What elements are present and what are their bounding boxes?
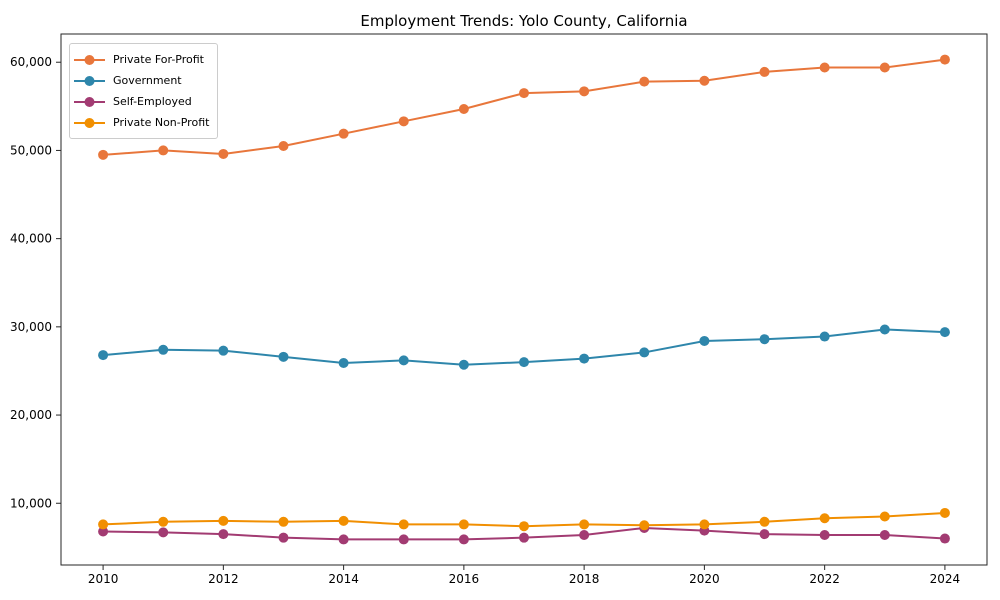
legend-item-private-non-profit: Private Non-Profit — [74, 112, 209, 133]
data-point-marker — [158, 516, 169, 527]
data-point-marker — [458, 519, 469, 530]
x-tick-label: 2018 — [569, 572, 600, 586]
data-point-marker — [338, 358, 349, 369]
data-point-marker — [398, 519, 409, 530]
data-point-marker — [879, 324, 890, 335]
data-point-marker — [218, 515, 229, 526]
y-tick-label: 30,000 — [10, 320, 52, 334]
data-point-marker — [458, 534, 469, 545]
plot-border — [60, 33, 988, 566]
legend-label: Government — [113, 74, 182, 87]
data-point-marker — [939, 327, 950, 338]
data-point-marker — [879, 530, 890, 541]
data-point-marker — [158, 527, 169, 538]
line-marker-icon — [74, 117, 105, 128]
data-point-marker — [519, 521, 529, 532]
data-point-marker — [338, 515, 349, 526]
data-point-marker — [819, 62, 830, 73]
data-point-marker — [759, 516, 770, 527]
chart-title: Employment Trends: Yolo County, Californ… — [360, 12, 688, 30]
data-point-marker — [158, 344, 169, 355]
data-point-marker — [218, 529, 229, 540]
data-point-marker — [939, 507, 950, 518]
data-point-marker — [579, 86, 590, 97]
y-tick-label: 40,000 — [10, 232, 52, 246]
x-tick-label: 2016 — [449, 572, 480, 586]
y-tick-label: 10,000 — [10, 496, 52, 510]
x-tick-label: 2010 — [88, 572, 119, 586]
data-point-marker — [519, 532, 529, 543]
line-marker-icon — [74, 96, 105, 107]
data-point-marker — [98, 149, 109, 160]
data-point-marker — [519, 88, 529, 99]
data-point-marker — [278, 516, 289, 527]
x-tick-label: 2014 — [328, 572, 359, 586]
data-point-marker — [699, 335, 710, 346]
data-point-marker — [879, 511, 890, 522]
x-tick-label: 2012 — [208, 572, 239, 586]
data-point-marker — [639, 76, 650, 87]
data-point-marker — [278, 532, 289, 543]
legend-item-government: Government — [74, 70, 209, 91]
data-point-marker — [519, 357, 529, 368]
x-tick-label: 2024 — [930, 572, 961, 586]
data-point-marker — [458, 359, 469, 370]
data-point-marker — [879, 62, 890, 73]
data-point-marker — [579, 519, 590, 530]
legend-label: Self-Employed — [113, 95, 192, 108]
data-point-marker — [639, 520, 650, 531]
x-tick-label: 2020 — [689, 572, 720, 586]
data-point-marker — [218, 148, 229, 159]
data-point-marker — [819, 331, 830, 342]
data-point-marker — [819, 530, 830, 541]
data-point-marker — [338, 534, 349, 545]
legend-label: Private For-Profit — [113, 53, 204, 66]
data-point-marker — [218, 345, 229, 356]
data-point-marker — [158, 145, 169, 156]
data-point-marker — [458, 103, 469, 114]
y-tick-label: 50,000 — [10, 143, 52, 157]
data-point-marker — [699, 75, 710, 86]
data-point-marker — [579, 353, 590, 364]
data-point-marker — [398, 355, 409, 366]
data-point-marker — [939, 533, 950, 544]
data-point-marker — [98, 519, 109, 530]
data-point-marker — [98, 350, 109, 361]
legend-item-private-for-profit: Private For-Profit — [74, 49, 209, 70]
legend-label: Private Non-Profit — [113, 116, 210, 129]
line-marker-icon — [74, 54, 105, 65]
data-point-marker — [939, 54, 950, 65]
data-point-marker — [338, 128, 349, 139]
data-point-marker — [639, 347, 650, 358]
y-tick-label: 60,000 — [10, 55, 52, 69]
data-point-marker — [759, 66, 770, 77]
data-point-marker — [398, 116, 409, 127]
data-point-marker — [759, 529, 770, 540]
y-tick-label: 20,000 — [10, 408, 52, 422]
data-point-marker — [278, 351, 289, 362]
series-line-private-for-profit — [103, 58, 946, 156]
data-point-marker — [278, 141, 289, 152]
data-point-marker — [699, 519, 710, 530]
data-point-marker — [819, 513, 830, 524]
legend-item-self-employed: Self-Employed — [74, 91, 209, 112]
legend: Private For-Profit Government Self-Employe… — [69, 43, 219, 139]
line-marker-icon — [74, 75, 105, 86]
data-point-marker — [759, 334, 770, 345]
data-point-marker — [579, 530, 590, 541]
data-point-marker — [398, 534, 409, 545]
x-tick-label: 2022 — [809, 572, 840, 586]
data-point-marker — [98, 526, 109, 537]
